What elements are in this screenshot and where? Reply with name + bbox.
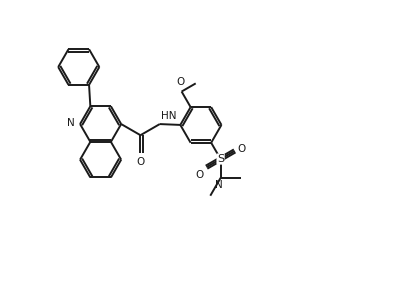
Text: HN: HN [161,112,177,122]
Text: N: N [215,180,222,191]
Text: O: O [136,158,144,168]
Text: O: O [176,77,184,87]
Text: N: N [66,118,74,128]
Text: O: O [195,170,203,180]
Text: S: S [217,154,224,164]
Text: O: O [237,144,245,154]
